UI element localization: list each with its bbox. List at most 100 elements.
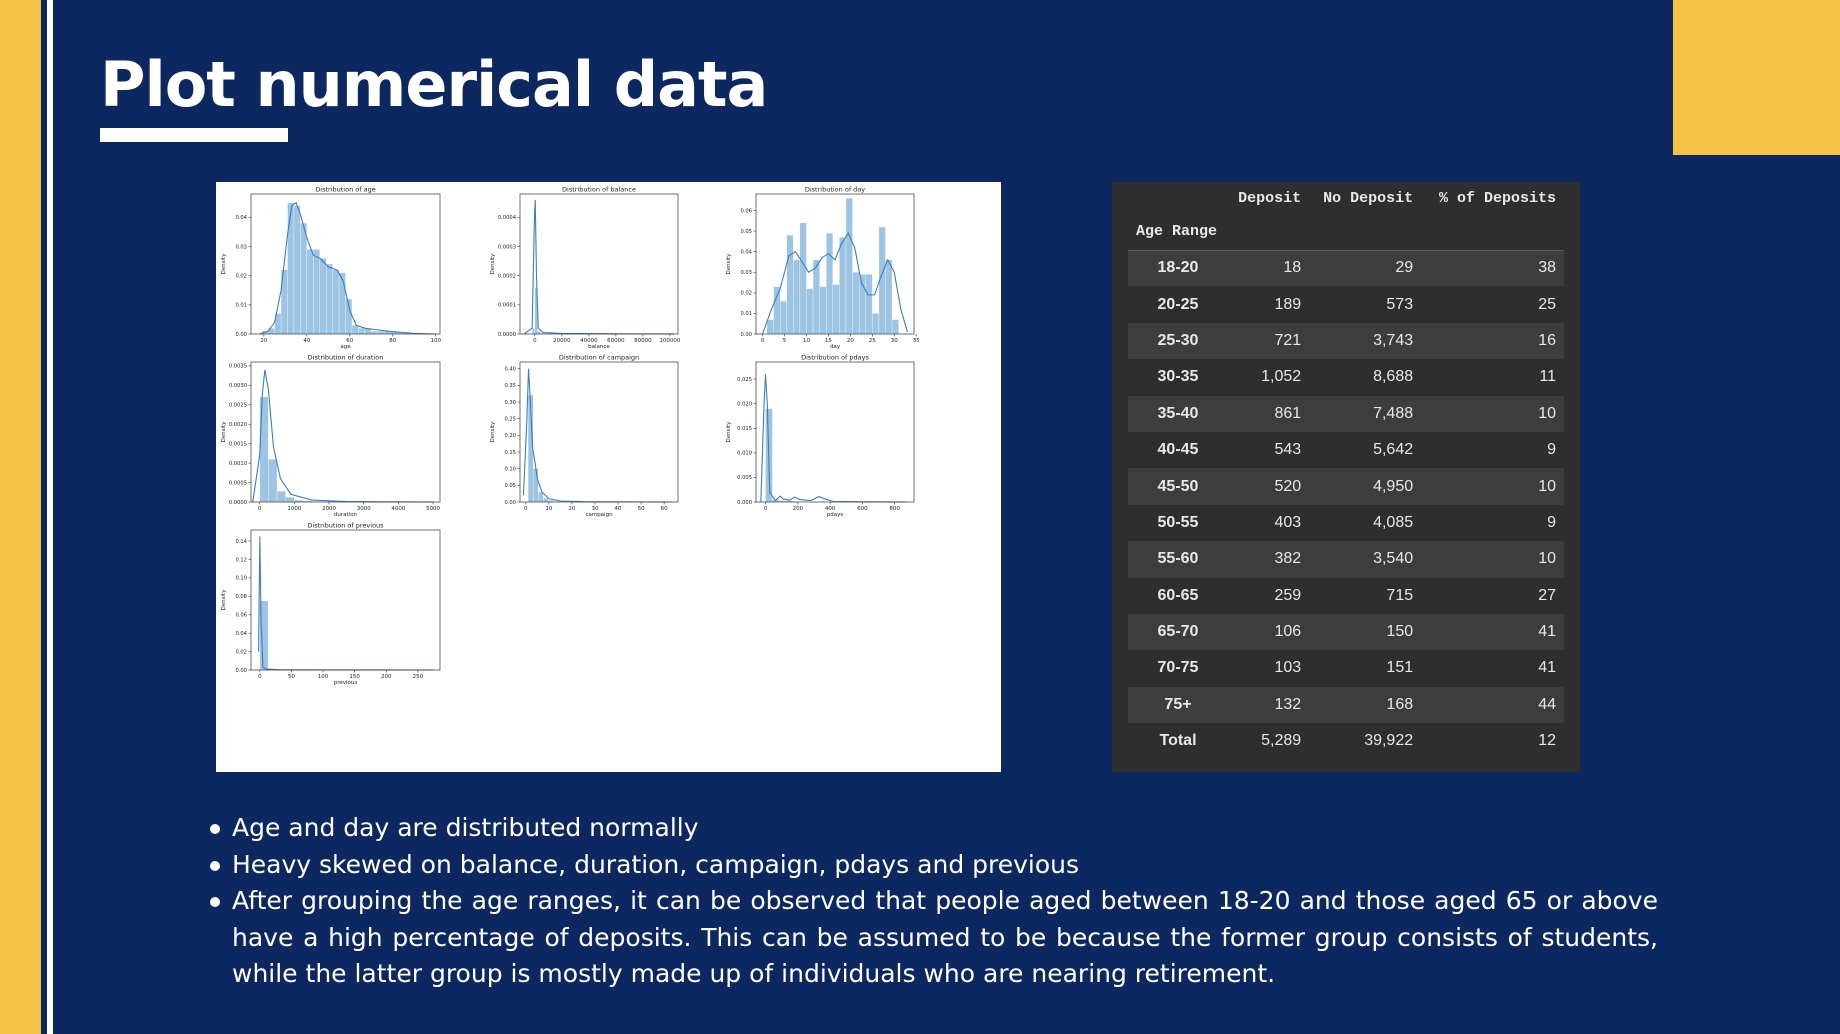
x-tick-label: 30 [891,338,898,344]
axes-frame [519,361,679,503]
histogram-bar [832,284,840,335]
y-tick-label: 0.20 [504,433,516,439]
cell-deposit: 382 [1274,550,1302,568]
x-tick-label: 5 [783,338,787,344]
x-tick-label: 0 [258,674,262,680]
x-tick-label: 60000 [607,338,625,344]
age-range-table-panel: Deposit No Deposit % of Deposits Age Ran… [1112,182,1580,772]
row-label: 30-35 [1157,368,1199,386]
histogram-bar [268,459,278,503]
y-tick-label: 0.40 [504,366,516,372]
header-age-range: Age Range [1128,214,1228,251]
cell-no-deposit: 3,540 [1373,550,1414,568]
kde-line [523,199,674,335]
cell-deposit: 189 [1274,295,1302,313]
x-axis-label: duration [334,512,358,518]
bullet-item: After grouping the age ranges, it can be… [205,883,1658,993]
x-tick-label: 40 [615,506,622,512]
subplot-title: Distribution of previous [307,522,384,530]
histogram-bar [293,205,301,335]
histogram-bar [332,269,340,335]
histogram-bar [858,274,866,335]
row-label: 18-20 [1157,259,1199,277]
table-row: 75+ 132 168 44 [1128,686,1564,724]
header-blank [1128,182,1228,214]
x-tick-label: 150 [349,674,360,680]
y-axis-label: Density [726,253,732,275]
header-deposit: Deposit [1238,189,1302,207]
row-label: 25-30 [1157,331,1199,349]
age-range-table: Deposit No Deposit % of Deposits Age Ran… [1128,182,1564,760]
cell-pct-deposits: 41 [1538,659,1556,677]
table-row: 60-65 259 715 27 [1128,578,1564,614]
row-label: 20-25 [1157,295,1199,313]
cell-pct-deposits: 10 [1538,404,1556,422]
row-label: Total [1159,732,1197,750]
table-row: 30-35 1,052 8,688 11 [1128,359,1564,395]
x-tick-label: 15 [825,338,832,344]
cell-pct-deposits: 10 [1538,477,1556,495]
x-tick-label: 200 [793,506,804,512]
y-tick-label: 0.00 [504,500,516,506]
x-tick-label: 80000 [634,338,652,344]
y-tick-label: 0.04 [740,249,752,255]
cell-deposit: 18 [1283,259,1302,277]
y-axis-label: Density [490,253,496,275]
y-tick-label: 0.14 [235,539,247,545]
histogram-bar [865,274,873,335]
histogram-bar [786,235,794,335]
kde-line [258,536,434,671]
y-tick-label: 0.0035 [229,364,247,370]
y-tick-label: 0.015 [737,426,752,432]
y-tick-label: 0.0000 [229,500,247,506]
y-tick-label: 0.06 [235,613,247,619]
y-tick-label: 0.12 [235,557,247,563]
y-tick-label: 0.0000 [498,332,516,338]
y-tick-label: 0.01 [235,303,247,309]
cell-no-deposit: 8,688 [1373,368,1414,386]
x-tick-label: 10 [803,338,810,344]
cell-no-deposit: 7,488 [1373,404,1414,422]
row-label: 35-40 [1157,404,1199,422]
histogram-bar [338,272,346,335]
x-tick-label: 50 [288,674,295,680]
table-row: 70-75 103 151 41 [1128,650,1564,686]
kde-line [760,374,906,503]
bullet-text: After grouping the age ranges, it can be… [232,886,1658,988]
axes-frame [250,361,441,503]
table-body: 18-20 18 29 38 20-25 189 573 25 25-30 721 3,743 16 3… [1128,250,1564,760]
y-tick-label: 0.06 [740,208,752,214]
table-row: 25-30 721 3,743 16 [1128,322,1564,360]
histogram-bar [532,468,539,503]
subplot-title: Distribution of balance [562,186,636,194]
axes-frame [250,193,441,335]
histogram-bar [891,319,899,335]
y-tick-label: 0.35 [504,383,516,389]
cell-no-deposit: 715 [1386,586,1414,604]
bullet-item: Heavy skewed on balance, duration, campa… [205,847,1658,884]
bullet-text: Age and day are distributed normally [232,813,699,842]
histogram-bar [287,202,295,335]
histogram-bar [826,232,833,335]
x-tick-label: 60 [661,506,668,512]
table-row: 65-70 106 150 41 [1128,613,1564,651]
y-tick-label: 0.025 [737,377,752,383]
header-pct-deposits: % of Deposits [1438,189,1556,207]
subplot-day: 0 5 10 15 20 25 30 35 0.00 0.01 0.02 0.03 0.04 0.05 0.… [726,186,920,351]
y-tick-label: 0.005 [737,475,752,481]
cell-deposit: 106 [1274,623,1302,641]
corner-accent-block [1673,0,1840,155]
x-axis-label: day [830,344,841,350]
table-row: Total 5,289 39,922 12 [1128,723,1564,760]
x-tick-label: 20 [260,338,267,344]
kde-line [252,369,434,503]
histogram-bar [313,249,320,335]
cell-deposit: 861 [1274,404,1302,422]
y-tick-label: 0.04 [235,631,247,637]
y-axis-label: Density [490,421,496,443]
cell-pct-deposits: 41 [1538,623,1556,641]
bullet-text: Heavy skewed on balance, duration, campa… [232,849,1080,879]
x-tick-label: 800 [889,506,900,512]
x-tick-label: 400 [825,506,836,512]
cell-no-deposit: 29 [1395,259,1414,277]
